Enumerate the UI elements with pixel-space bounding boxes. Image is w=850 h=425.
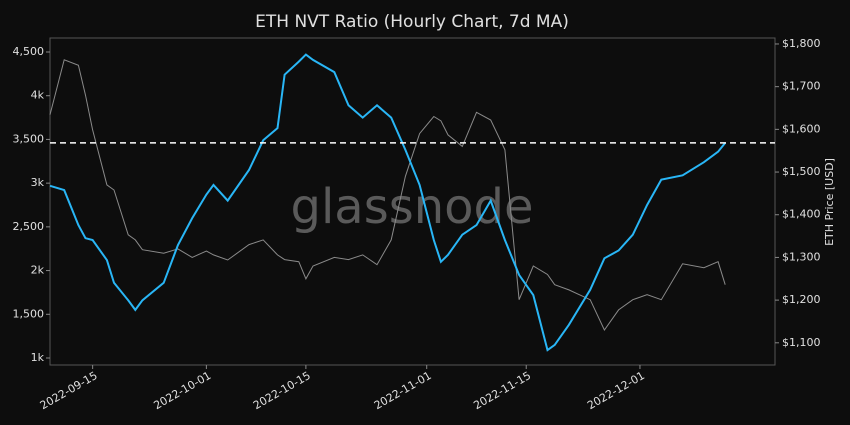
watermark: glassnode: [290, 179, 533, 235]
y2-tick-label: $1,600: [782, 122, 821, 135]
plot-frame: [49, 37, 776, 366]
y2-tick-label: $1,100: [782, 336, 821, 349]
y-tick-label: 2,500: [13, 220, 45, 233]
data-line: [49, 53, 726, 352]
y2-tick-label: $1,800: [782, 37, 821, 50]
y-tick-label: 2k: [31, 264, 45, 277]
y-tick-label: 1,500: [13, 307, 45, 320]
y-tick-label: 4k: [31, 89, 45, 102]
y2-tick-label: $1,500: [782, 165, 821, 178]
y2-tick-label: $1,300: [782, 250, 821, 263]
y2-tick-label: $1,200: [782, 293, 821, 306]
y-tick-label: 3,500: [13, 132, 45, 145]
y2-tick-label: $1,700: [782, 80, 821, 93]
y2-axis-label: ETH Price [USD]: [823, 158, 836, 246]
data-line: [49, 59, 726, 331]
chart-title: ETH NVT Ratio (Hourly Chart, 7d MA): [255, 12, 569, 32]
y-tick-label: 1k: [31, 351, 45, 364]
y-tick-label: 4,500: [13, 45, 45, 58]
y-tick-label: 3k: [31, 176, 45, 189]
y2-tick-label: $1,400: [782, 208, 821, 221]
